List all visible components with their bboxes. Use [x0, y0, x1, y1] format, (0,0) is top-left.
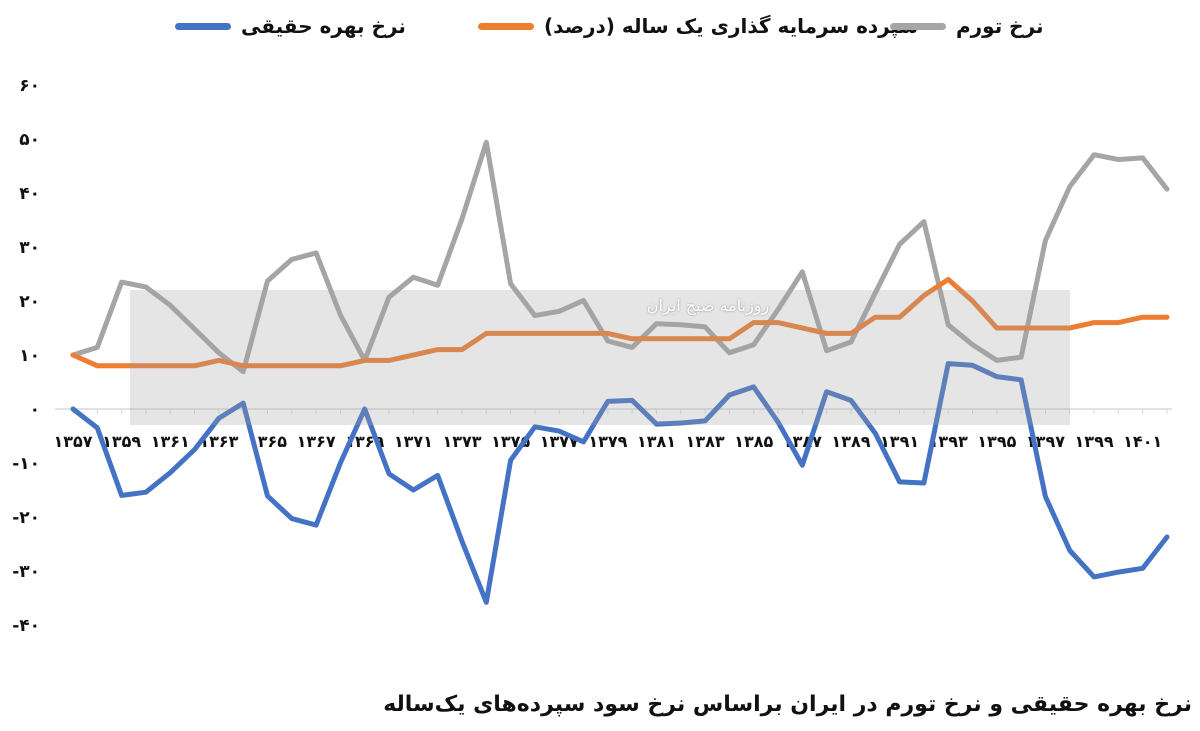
- legend-label-deposit: سپرده سرمایه گذاری یک ساله (درصد): [544, 14, 919, 38]
- y-tick-label: ۳۰: [19, 238, 40, 258]
- x-tick-label: ۱۳۸۳: [686, 432, 725, 451]
- legend-swatch-deposit: [478, 22, 534, 30]
- legend-swatch-inflation: [890, 22, 946, 30]
- series-line-real: [70, 361, 1170, 605]
- series-lines: [70, 139, 1170, 605]
- x-tick-label: ۱۳۷۳: [442, 432, 481, 451]
- x-tick-label: ۱۳۶۵: [248, 432, 287, 451]
- y-tick-label: ۲۰: [19, 292, 40, 312]
- x-tick-label: ۱۳۷۱: [394, 432, 433, 451]
- y-tick-label: ۱۰: [19, 346, 40, 366]
- x-tick-label: ۱۳۹۹: [1075, 432, 1114, 451]
- watermark-text: روزنامه صبح ایران: [646, 296, 770, 315]
- y-tick-label: ۴۰: [19, 184, 40, 204]
- x-tick-label: ۱۳۶۳: [199, 432, 238, 451]
- x-tick-label: ۱۳۹۱: [880, 432, 919, 451]
- x-tick-label: ۱۳۹۵: [977, 432, 1016, 451]
- x-tick-label: ۱۳۸۵: [734, 432, 773, 451]
- x-tick-label: ۱۳۸۹: [831, 432, 870, 451]
- x-tick-label: ۱۳۶۷: [297, 432, 336, 451]
- legend-swatch-real: [175, 22, 231, 30]
- y-tick-label: ۶۰: [19, 76, 40, 96]
- y-tick-label: -۱۰: [12, 454, 40, 474]
- watermark-band: [130, 290, 1070, 425]
- legend: نرخ بهره حقیقی سپرده سرمایه گذاری یک سال…: [0, 8, 1200, 44]
- y-tick-label: ۰: [30, 400, 40, 420]
- series-line-deposit: [70, 276, 1170, 369]
- series-line-inflation: [70, 139, 1170, 375]
- x-tick-label: ۱۴۰۱: [1123, 432, 1162, 451]
- y-axis-ticks: ۶۰ ۵۰ ۴۰ ۳۰ ۲۰ ۱۰ ۰ -۱۰ -۲۰ -۳۰ -۴۰: [12, 76, 40, 636]
- legend-item-deposit: سپرده سرمایه گذاری یک ساله (درصد): [478, 8, 928, 44]
- x-tick-label: ۱۳۹۳: [929, 432, 968, 451]
- y-tick-label: -۴۰: [12, 616, 40, 636]
- legend-label-inflation: نرخ تورم: [956, 14, 1044, 38]
- x-tick-label: ۱۳۵۹: [102, 432, 141, 451]
- y-tick-label: ۵۰: [19, 130, 40, 150]
- x-tick-label: ۱۳۷۹: [588, 432, 627, 451]
- x-tick-label: ۱۳۸۱: [637, 432, 676, 451]
- legend-item-inflation: نرخ تورم: [890, 8, 1054, 44]
- y-tick-label: -۳۰: [12, 562, 40, 582]
- chart-caption: نرخ بهره حقیقی و نرخ تورم در ایران براسا…: [383, 692, 1192, 717]
- x-tick-label: ۱۳۶۱: [151, 432, 190, 451]
- x-tick-label: ۱۳۵۷: [53, 432, 92, 451]
- legend-item-real: نرخ بهره حقیقی: [175, 8, 416, 44]
- legend-label-real: نرخ بهره حقیقی: [241, 14, 406, 38]
- y-tick-label: -۲۰: [12, 508, 40, 528]
